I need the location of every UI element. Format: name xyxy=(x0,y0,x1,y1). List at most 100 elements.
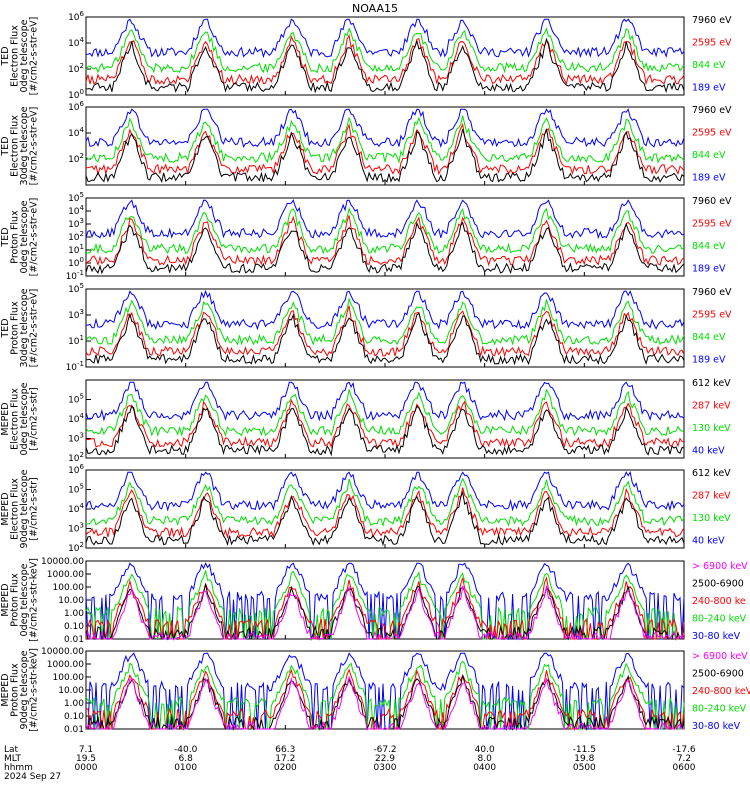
x-tick-label-hhmm: 0500 xyxy=(573,763,596,773)
legend-entry: 80-240 keV xyxy=(692,614,747,625)
series-trace-blue xyxy=(85,381,685,422)
legend-entry: 2595 eV xyxy=(692,310,732,321)
y-tick-label: 1000.00 xyxy=(47,570,84,580)
series-trace-blue xyxy=(85,108,685,149)
series-trace-magenta xyxy=(85,585,685,641)
legend-entry: 30-80 keV xyxy=(692,721,741,732)
x-tick-label-mlt: 7.2 xyxy=(677,754,691,764)
y-tick-label: 104 xyxy=(68,36,84,49)
y-tick-label: 100.00 xyxy=(53,583,85,593)
y-tick-label: 104 xyxy=(68,126,84,139)
y-tick-label: 103 xyxy=(68,522,84,535)
series-trace-red xyxy=(85,215,685,267)
x-tick-label-lat: 7.1 xyxy=(79,745,93,755)
y-axis-label: [#/cm2-s-str] xyxy=(29,477,40,540)
legend-entry: 2595 eV xyxy=(692,219,732,230)
x-axis-row-label: 2024 Sep 27 xyxy=(4,772,61,782)
y-tick-label: 104 xyxy=(68,204,84,217)
x-axis-row-label: hhmm xyxy=(4,763,33,773)
y-tick-label: 104 xyxy=(68,412,84,425)
series-trace-red xyxy=(85,34,685,86)
y-tick-label: 10000.00 xyxy=(41,647,84,657)
series-trace-black xyxy=(85,490,685,547)
legend-entry: 844 eV xyxy=(692,332,726,343)
x-tick-label-mlt: 19.5 xyxy=(76,754,96,764)
y-tick-label: 103 xyxy=(68,432,84,445)
y-tick-label: 1000.00 xyxy=(47,660,84,670)
x-axis-row-label: Lat xyxy=(4,745,19,755)
y-axis-label: 90deg telescope xyxy=(19,469,30,548)
x-tick-label-hhmm: 0200 xyxy=(274,763,297,773)
y-axis-label: TED xyxy=(0,227,11,247)
x-tick-label-lat: -40.0 xyxy=(174,745,198,755)
y-axis-label: Electron Flux xyxy=(10,115,21,177)
y-tick-label: 0.01 xyxy=(64,635,84,645)
legend-entry: 7960 eV xyxy=(692,105,732,116)
legend-entry: 30-80 keV xyxy=(692,631,741,642)
legend-entry: 844 eV xyxy=(692,60,726,71)
y-tick-label: 10000.00 xyxy=(41,557,84,567)
legend-entry: 7960 eV xyxy=(692,196,732,207)
legend-entry: 240-800 keV xyxy=(692,686,750,697)
y-axis-label: 0deg telescope xyxy=(19,19,30,92)
y-tick-label: 1.00 xyxy=(64,609,84,619)
legend-entry: 240-800 ke xyxy=(692,596,746,607)
y-tick-label: 106 xyxy=(68,10,84,23)
y-tick-label: 106 xyxy=(68,463,84,476)
y-axis-label: Proton Flux xyxy=(10,573,21,627)
legend-entry: 40 keV xyxy=(692,536,725,547)
y-axis-label: Proton Flux xyxy=(10,301,21,355)
series-trace-black xyxy=(85,128,685,184)
chart-title: NOAA15 xyxy=(352,2,398,15)
series-trace-blue xyxy=(85,18,685,59)
x-tick-label-lat: -67.2 xyxy=(373,745,396,755)
legend-entry: 844 eV xyxy=(692,150,726,161)
y-tick-label: 103 xyxy=(68,217,84,230)
series-trace-blue xyxy=(85,289,685,331)
x-tick-label-mlt: 8.0 xyxy=(478,754,493,764)
x-tick-label-hhmm: 0600 xyxy=(673,763,696,773)
y-tick-label: 101 xyxy=(68,334,84,347)
y-tick-label: 104 xyxy=(68,502,84,515)
y-tick-label: 102 xyxy=(68,541,84,554)
y-axis-label: TED xyxy=(0,318,11,338)
y-tick-label: 105 xyxy=(68,191,84,204)
y-axis-label: 30deg telescope xyxy=(19,288,30,367)
x-tick-label-lat: 40.0 xyxy=(475,745,495,755)
x-tick-label-mlt: 17.2 xyxy=(275,754,295,764)
series-trace-green xyxy=(85,206,685,255)
y-tick-label: 102 xyxy=(68,152,84,165)
y-axis-label: [#/cm2-s-str-eV] xyxy=(29,107,40,186)
series-trace-black xyxy=(85,221,685,275)
series-trace-red xyxy=(85,122,685,176)
y-tick-label: 0.01 xyxy=(64,725,84,735)
y-tick-label: 10.00 xyxy=(58,596,84,606)
y-axis-label: Proton Flux xyxy=(10,210,21,264)
legend-entry: 2500-6900 xyxy=(692,669,744,680)
legend-entry: 130 keV xyxy=(692,423,731,434)
legend-entry: 287 keV xyxy=(692,401,731,412)
series-trace-black xyxy=(85,404,685,457)
y-axis-label: 0deg telescope xyxy=(19,563,30,636)
y-axis-label: 90deg telescope xyxy=(19,650,30,729)
y-tick-label: 10-1 xyxy=(66,269,84,282)
x-axis-row-label: MLT xyxy=(4,754,22,764)
y-axis-label: Electron Flux xyxy=(10,388,21,450)
y-axis-label: MEPED xyxy=(0,673,11,706)
legend-entry: > 6900 keV xyxy=(692,651,748,662)
y-axis-label: MEPED xyxy=(0,583,11,616)
y-axis-label: Electron Flux xyxy=(10,25,21,87)
y-axis-label: [#/cm2-s-str-eV] xyxy=(29,17,40,96)
y-axis-label: 30deg telescope xyxy=(19,106,30,185)
y-axis-label: [#/cm2-s-str-eV] xyxy=(29,198,40,277)
x-tick-label-mlt: 19.8 xyxy=(574,754,594,764)
legend-entry: 7960 eV xyxy=(692,287,732,298)
x-tick-label-lat: -11.5 xyxy=(573,745,596,755)
y-tick-label: 0.10 xyxy=(64,622,84,632)
x-tick-label-mlt: 6.8 xyxy=(179,754,194,764)
x-tick-label-hhmm: 0300 xyxy=(374,763,397,773)
y-axis-label: MEPED xyxy=(0,492,11,525)
